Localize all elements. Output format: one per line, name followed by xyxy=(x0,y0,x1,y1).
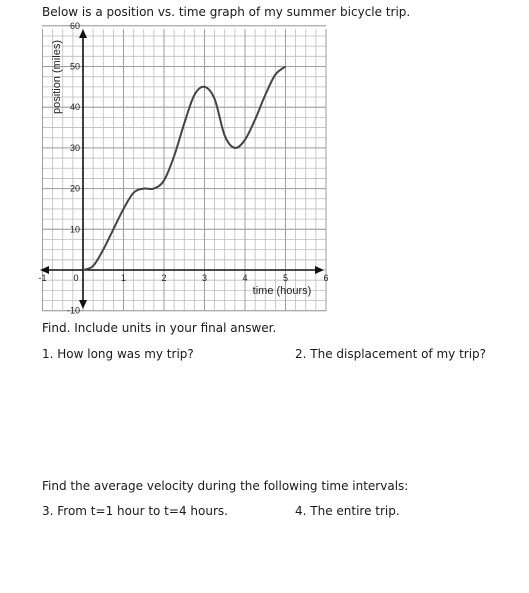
x-axis-label: time (hours) xyxy=(253,285,312,297)
y-tick-label: 20 xyxy=(70,184,80,194)
question-2: 2. The displacement of my trip? xyxy=(295,347,487,361)
x-tick-label: 2 xyxy=(161,273,166,283)
x-tick-label: 0 xyxy=(73,273,78,283)
x-tick-label: 4 xyxy=(242,273,247,283)
x-axis-arrow-right xyxy=(315,266,324,274)
x-axis-arrow-left xyxy=(40,266,49,274)
x-tick-label: 5 xyxy=(283,273,288,283)
x-tick-label: 6 xyxy=(323,273,328,283)
y-tick-label: 60 xyxy=(70,21,80,31)
y-tick-label: 50 xyxy=(70,62,80,72)
question-3: 3. From t=1 hour to t=4 hours. xyxy=(42,504,228,518)
y-axis-label: position (miles) xyxy=(51,40,63,114)
y-tick-label: 30 xyxy=(70,143,80,153)
y-axis-arrow-top xyxy=(79,29,87,38)
x-tick-label: -1 xyxy=(38,273,46,283)
y-axis-arrow-bottom xyxy=(79,300,87,309)
x-tick-label: 1 xyxy=(121,273,126,283)
y-tick-label: 40 xyxy=(70,102,80,112)
x-tick-label: 3 xyxy=(202,273,207,283)
y-tick-label: -10 xyxy=(67,306,80,316)
section-2-text: Find the average velocity during the fol… xyxy=(42,479,409,493)
question-1: 1. How long was my trip? xyxy=(42,347,194,361)
instructions-text: Find. Include units in your final answer… xyxy=(42,321,277,335)
question-4: 4. The entire trip. xyxy=(295,504,400,518)
series-line-0 xyxy=(82,65,287,271)
intro-text: Below is a position vs. time graph of my… xyxy=(42,5,411,19)
y-tick-label: 10 xyxy=(70,224,80,234)
